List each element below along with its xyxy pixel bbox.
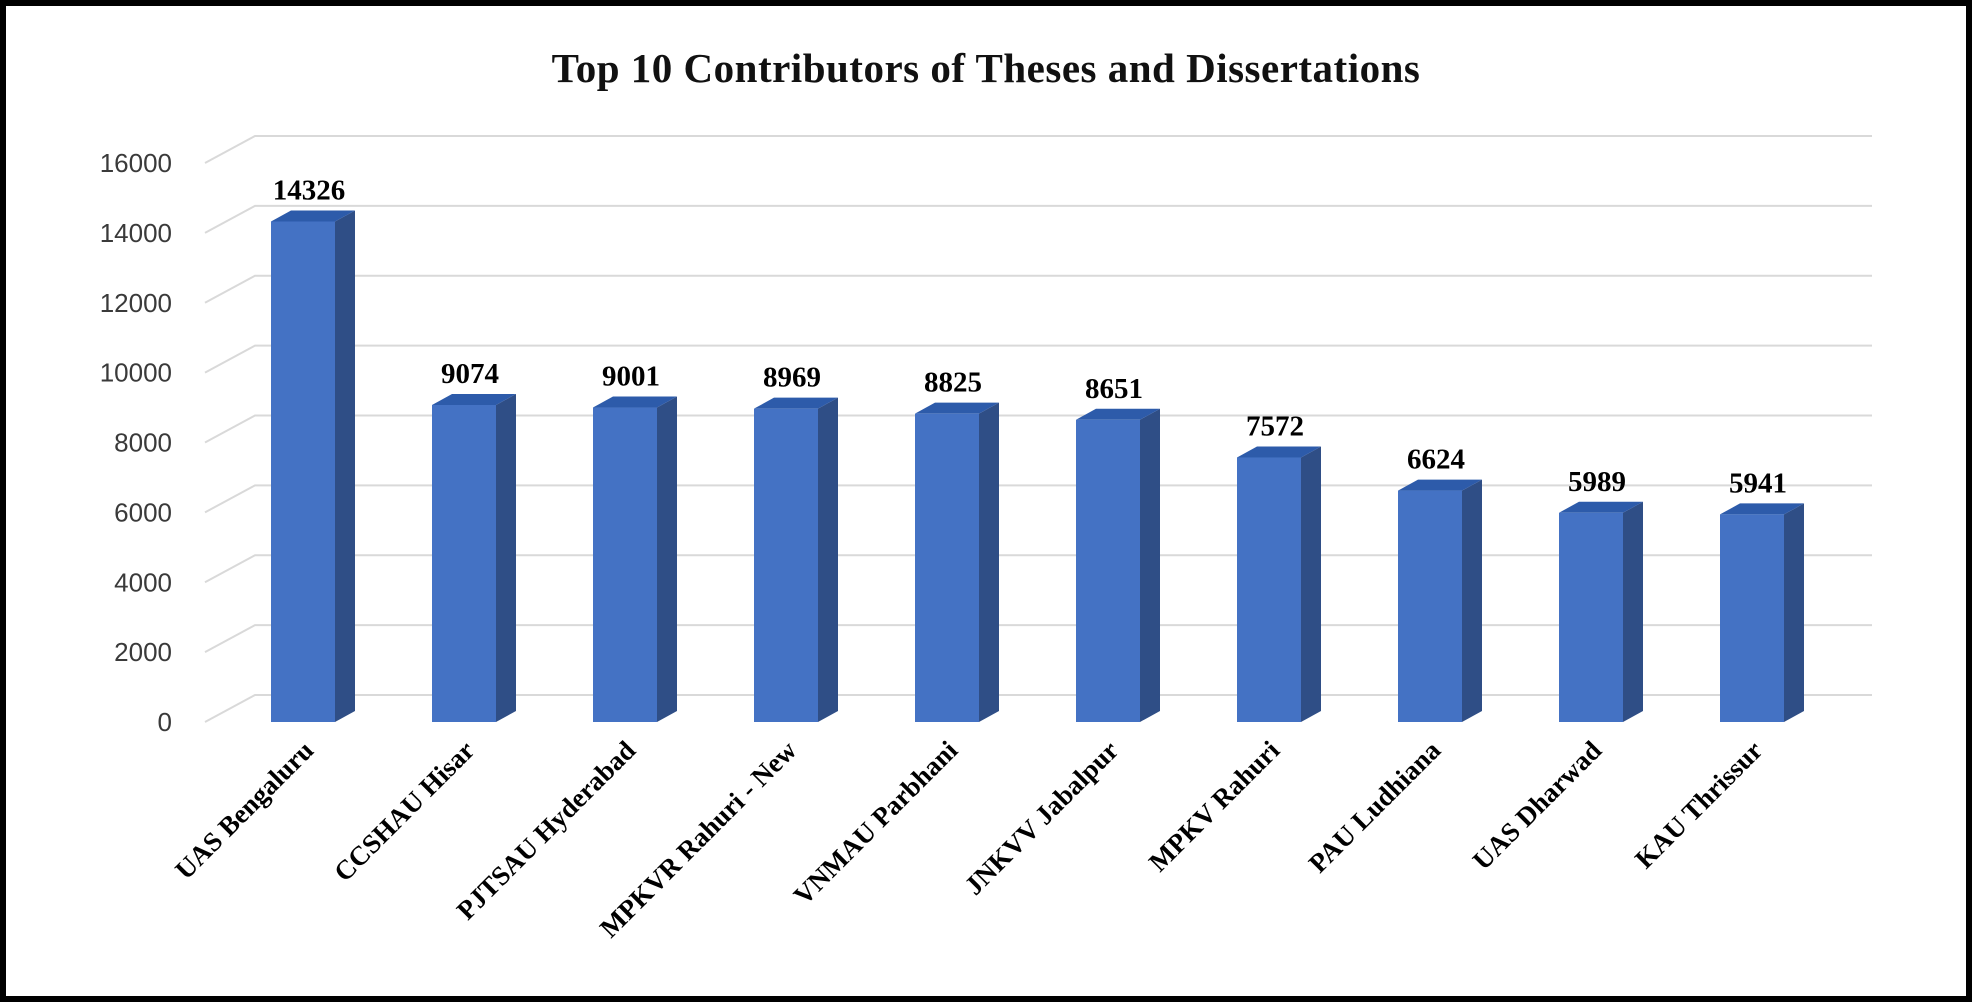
y-tick-label: 10000 bbox=[100, 358, 172, 388]
data-label: 8969 bbox=[763, 362, 821, 394]
gridline bbox=[204, 624, 1872, 654]
bar-top bbox=[915, 402, 999, 414]
bar-side bbox=[1784, 503, 1804, 722]
bar bbox=[271, 210, 355, 722]
data-labels: 14326 9074 9001 8969 8825 8651 7572 6624 5989 594… bbox=[273, 174, 1787, 499]
y-tick-label: 4000 bbox=[114, 567, 172, 597]
bar bbox=[1559, 501, 1643, 722]
y-tick-label: 8000 bbox=[114, 428, 172, 458]
bar-top bbox=[1720, 503, 1804, 515]
bar-front bbox=[1237, 457, 1301, 722]
bar bbox=[432, 393, 516, 722]
category-label: VNMAU Parbhani bbox=[788, 735, 964, 911]
bar-front bbox=[1398, 490, 1462, 722]
category-label: PJTSAU Hyderabad bbox=[451, 735, 641, 925]
bar-side bbox=[1623, 501, 1643, 722]
bar-side bbox=[1301, 446, 1321, 722]
y-tick-label: 2000 bbox=[114, 637, 172, 667]
data-label: 9001 bbox=[602, 361, 660, 393]
bar bbox=[1398, 479, 1482, 722]
category-label: PAU Ludhiana bbox=[1303, 735, 1447, 879]
bar-top bbox=[1076, 408, 1160, 420]
data-label: 8825 bbox=[924, 367, 982, 399]
data-label: 5941 bbox=[1729, 467, 1787, 499]
bar-side bbox=[1462, 479, 1482, 722]
gridline bbox=[204, 344, 1872, 374]
data-label: 6624 bbox=[1407, 444, 1465, 476]
gridline bbox=[204, 694, 1872, 723]
bar bbox=[1237, 446, 1321, 722]
bar-top bbox=[754, 397, 838, 409]
bar-front bbox=[1559, 512, 1623, 722]
bar-front bbox=[915, 413, 979, 722]
bar-top bbox=[1237, 446, 1321, 458]
bar-top bbox=[432, 393, 516, 405]
bar-side bbox=[496, 393, 516, 722]
bar-top bbox=[1398, 479, 1482, 491]
data-label: 14326 bbox=[273, 174, 346, 206]
bar bbox=[754, 397, 838, 722]
data-label: 8651 bbox=[1085, 373, 1143, 405]
y-tick-label: 14000 bbox=[100, 218, 172, 248]
bar bbox=[1720, 503, 1804, 722]
category-label: KAU Thrissur bbox=[1629, 735, 1768, 874]
bar-side bbox=[335, 210, 355, 722]
bar-front bbox=[754, 408, 818, 722]
bar-top bbox=[271, 210, 355, 222]
gridline bbox=[204, 135, 1872, 164]
bar bbox=[593, 396, 677, 722]
y-tick-label: 6000 bbox=[114, 497, 172, 527]
data-label: 7572 bbox=[1246, 410, 1304, 442]
gridlines bbox=[204, 135, 1872, 723]
y-tick-label: 12000 bbox=[100, 288, 172, 318]
y-tick-label: 0 bbox=[158, 707, 172, 737]
y-axis-ticks: 0 2000 4000 6000 8000 10000 12000 14000 16000 bbox=[100, 148, 172, 737]
bar bbox=[915, 402, 999, 722]
bar-side bbox=[979, 402, 999, 722]
bar-front bbox=[593, 407, 657, 722]
y-tick-label: 16000 bbox=[100, 148, 172, 178]
bar-top bbox=[1559, 501, 1643, 513]
gridline bbox=[204, 414, 1872, 444]
category-label: UAS Bengaluru bbox=[169, 735, 319, 885]
gridline bbox=[204, 554, 1872, 584]
bar-front bbox=[432, 404, 496, 722]
bar-side bbox=[657, 396, 677, 722]
gridline bbox=[204, 484, 1872, 514]
bar-front bbox=[1720, 514, 1784, 722]
data-label: 5989 bbox=[1568, 466, 1626, 498]
category-label: JNKVV Jabalpur bbox=[959, 735, 1125, 901]
bar bbox=[1076, 408, 1160, 722]
bar-side bbox=[1140, 408, 1160, 722]
gridline bbox=[204, 204, 1872, 234]
category-label: MPKV Rahuri bbox=[1143, 735, 1286, 878]
bar-top bbox=[593, 396, 677, 408]
data-label: 9074 bbox=[441, 358, 499, 390]
bar-front bbox=[271, 221, 335, 722]
gridline bbox=[204, 274, 1872, 304]
category-label: CCSHAU Hisar bbox=[328, 735, 480, 887]
bar-front bbox=[1076, 419, 1140, 722]
chart-title: Top 10 Contributors of Theses and Disser… bbox=[551, 45, 1421, 91]
bars bbox=[271, 210, 1804, 722]
bar-side bbox=[818, 397, 838, 722]
category-label: UAS Dharwad bbox=[1467, 735, 1608, 876]
